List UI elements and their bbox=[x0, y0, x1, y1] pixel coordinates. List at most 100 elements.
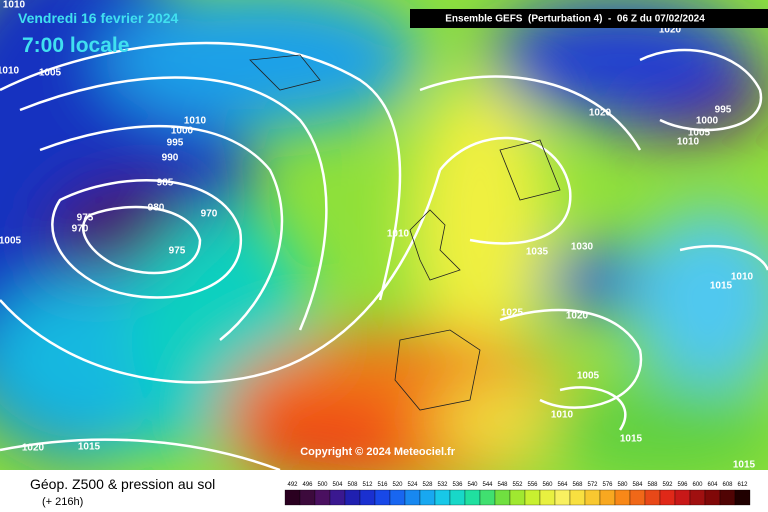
colorbar-label: 576 bbox=[602, 482, 613, 488]
colorbar-label: 560 bbox=[542, 482, 553, 488]
isobar-label: 1015 bbox=[78, 442, 101, 453]
colorbar-swatch bbox=[719, 489, 736, 506]
isobar-label: 975 bbox=[77, 213, 94, 224]
colorbar-label: 536 bbox=[452, 482, 463, 488]
isobar-label: 1020 bbox=[22, 443, 45, 454]
colorbar-swatch bbox=[479, 489, 496, 506]
isobar-label: 1000 bbox=[696, 116, 719, 127]
isobar-label: 1035 bbox=[526, 247, 549, 258]
isobar-label: 1020 bbox=[589, 108, 612, 119]
colorbar-swatch bbox=[299, 489, 316, 506]
colorbar-swatch bbox=[734, 489, 751, 506]
isobar-label: 1020 bbox=[566, 311, 589, 322]
colorbar-swatch bbox=[359, 489, 376, 506]
map-field: 1010100510101010100099599098598097597097… bbox=[0, 0, 768, 471]
isobar-label: 1015 bbox=[733, 460, 756, 471]
colorbar-label: 604 bbox=[707, 482, 718, 488]
isobar-label: 1030 bbox=[571, 242, 594, 253]
colorbar-swatch bbox=[284, 489, 301, 506]
isobar-label: 1010 bbox=[0, 66, 20, 77]
isobar-label: 1010 bbox=[731, 272, 754, 283]
footer-title: Géop. Z500 & pression au sol bbox=[30, 476, 215, 492]
colorbar-label: 532 bbox=[437, 482, 448, 488]
isobar-label: 1005 bbox=[577, 371, 600, 382]
colorbar-label: 564 bbox=[557, 482, 568, 488]
colorbar-label: 568 bbox=[572, 482, 583, 488]
colorbar-label: 508 bbox=[347, 482, 358, 488]
colorbar-swatch bbox=[404, 489, 421, 506]
colorbar-swatch bbox=[389, 489, 406, 506]
colorbar-swatch bbox=[674, 489, 691, 506]
isobar-label: 990 bbox=[162, 153, 179, 164]
colorbar-label: 608 bbox=[722, 482, 733, 488]
colorbar-label: 520 bbox=[392, 482, 403, 488]
model-title: Ensemble GEFS (Perturbation 4) - 06 Z du… bbox=[445, 14, 705, 25]
isobar-label: 1010 bbox=[551, 410, 574, 421]
colorbar-swatch bbox=[464, 489, 481, 506]
colorbar-label: 548 bbox=[497, 482, 508, 488]
footer-lead: (+ 216h) bbox=[42, 496, 83, 508]
forecast-date: Vendredi 16 fevrier 2024 bbox=[18, 10, 179, 26]
isobar-label: 1015 bbox=[620, 434, 643, 445]
colorbar-label: 524 bbox=[407, 482, 418, 488]
colorbar-swatch bbox=[704, 489, 721, 506]
colorbar-swatch bbox=[539, 489, 556, 506]
colorbar-swatch bbox=[584, 489, 601, 506]
isobars bbox=[0, 41, 768, 470]
colorbar-label: 496 bbox=[302, 482, 313, 488]
isobar-label: 1005 bbox=[39, 68, 62, 79]
copyright: Copyright © 2024 Meteociel.fr bbox=[300, 446, 456, 458]
colorbar-label: 584 bbox=[632, 482, 643, 488]
isobar-label: 985 bbox=[157, 178, 174, 189]
colorbar-label: 492 bbox=[287, 482, 298, 488]
colorbar-swatch bbox=[689, 489, 706, 506]
isobar-label: 1010 bbox=[677, 137, 700, 148]
colorbar: 492 496 500 504 508 512 516 520 524 528 532 536 540 5… bbox=[284, 482, 751, 506]
coastlines bbox=[249, 54, 561, 411]
colorbar-swatch bbox=[659, 489, 676, 506]
colorbar-swatch bbox=[419, 489, 436, 506]
isobar-label: 1010 bbox=[3, 0, 26, 11]
header-box bbox=[410, 9, 768, 28]
colorbar-swatch bbox=[494, 489, 511, 506]
colorbar-swatch bbox=[599, 489, 616, 506]
colorbar-label: 504 bbox=[332, 482, 343, 488]
isobar-label: 1000 bbox=[171, 126, 194, 137]
colorbar-swatch bbox=[434, 489, 451, 506]
isobar-label: 1025 bbox=[501, 308, 524, 319]
colorbar-label: 580 bbox=[617, 482, 628, 488]
isobar-label: 995 bbox=[167, 138, 184, 149]
colorbar-label: 612 bbox=[737, 482, 748, 488]
colorbar-label: 552 bbox=[512, 482, 523, 488]
colorbar-swatch bbox=[374, 489, 391, 506]
colorbar-label: 540 bbox=[467, 482, 478, 488]
isobar-label: 1005 bbox=[688, 128, 711, 139]
colorbar-label: 556 bbox=[527, 482, 538, 488]
forecast-time: 7:00 locale bbox=[22, 34, 129, 57]
isobar-label: 970 bbox=[201, 209, 218, 220]
colorbar-label: 572 bbox=[587, 482, 598, 488]
colorbar-swatch bbox=[344, 489, 361, 506]
isobar-label: 1005 bbox=[0, 236, 22, 247]
isobar-label: 980 bbox=[148, 203, 165, 214]
colorbar-swatch bbox=[554, 489, 571, 506]
colorbar-swatch bbox=[314, 489, 331, 506]
colorbar-swatch bbox=[629, 489, 646, 506]
isobar-label: 995 bbox=[715, 105, 732, 116]
colorbar-label: 600 bbox=[692, 482, 703, 488]
colorbar-swatch bbox=[569, 489, 586, 506]
colorbar-label: 588 bbox=[647, 482, 658, 488]
colorbar-swatch bbox=[524, 489, 541, 506]
isobar-label: 1010 bbox=[184, 116, 207, 127]
isobar-label: 1015 bbox=[710, 281, 733, 292]
isobar-label: 970 bbox=[72, 224, 89, 235]
isobar-label: 975 bbox=[169, 246, 186, 257]
colorbar-label: 516 bbox=[377, 482, 388, 488]
colorbar-swatch bbox=[329, 489, 346, 506]
isobar-label: 1020 bbox=[659, 25, 682, 36]
colorbar-label: 592 bbox=[662, 482, 673, 488]
colorbar-swatch bbox=[509, 489, 526, 506]
isobar-labels: 1010100510101010100099599098598097597097… bbox=[0, 0, 756, 471]
colorbar-swatch bbox=[614, 489, 631, 506]
